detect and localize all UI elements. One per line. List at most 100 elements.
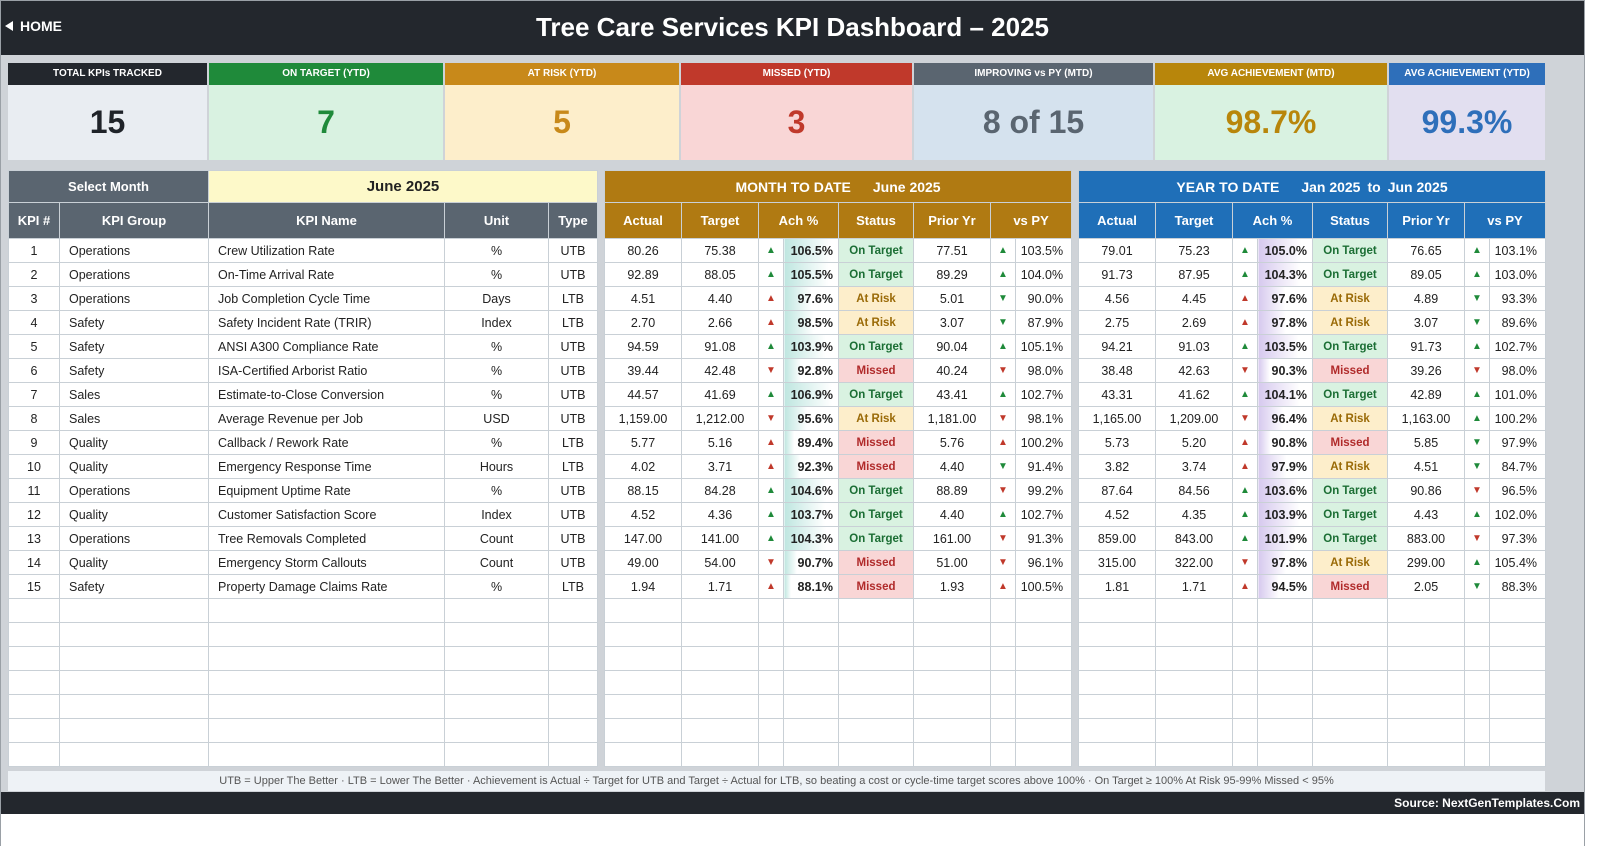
empty-cell <box>1464 598 1490 623</box>
empty-cell <box>681 598 759 623</box>
prior-year-value: 883.00 <box>1387 526 1465 551</box>
vs-prior-year-value: 99.2% <box>1014 478 1073 503</box>
column-header: Status <box>838 202 914 239</box>
achievement-arrow-icon: ▲ <box>1232 238 1258 263</box>
achievement-arrow-icon: ▲ <box>758 526 784 551</box>
empty-cell <box>913 742 991 767</box>
empty-cell <box>1257 646 1313 671</box>
prior-year-value: 4.43 <box>1387 502 1465 527</box>
empty-cell <box>1078 622 1156 647</box>
vs-prior-year-arrow-icon: ▼ <box>990 478 1016 503</box>
empty-cell <box>59 622 209 647</box>
kpi-group: Sales <box>59 382 209 407</box>
kpi-card-label: MISSED (YTD) <box>681 63 912 85</box>
empty-cell <box>838 670 914 695</box>
status-badge: Missed <box>838 454 914 479</box>
table-row: 5.77 5.16 ▲ 89.4% Missed 5.76 ▲ 100.2% <box>604 430 1073 455</box>
achievement-value: 97.6% <box>783 286 839 311</box>
table-row: 49.00 54.00 ▼ 90.7% Missed 51.00 ▼ 96.1% <box>604 550 1073 575</box>
empty-cell <box>1387 598 1465 623</box>
empty-cell <box>1387 646 1465 671</box>
prior-year-value: 88.89 <box>913 478 991 503</box>
mtd-section-label: MONTH TO DATE <box>735 178 851 195</box>
vs-prior-year-arrow-icon: ▲ <box>990 574 1016 599</box>
kpi-card: MISSED (YTD) 3 <box>681 63 912 160</box>
kpi-card-label: AT RISK (YTD) <box>445 63 679 85</box>
empty-cell <box>1155 670 1233 695</box>
empty-cell <box>8 598 60 623</box>
achievement-value: 106.5% <box>783 238 839 263</box>
table-row: 10 Quality Emergency Response Time Hours LTB <box>8 454 598 479</box>
kpi-name: Property Damage Claims Rate <box>208 574 445 599</box>
empty-cell <box>1078 718 1156 743</box>
prior-year-value: 43.41 <box>913 382 991 407</box>
empty-row <box>1078 598 1547 623</box>
status-badge: Missed <box>838 358 914 383</box>
empty-cell <box>913 622 991 647</box>
status-badge: At Risk <box>838 406 914 431</box>
kpi-unit: % <box>444 478 549 503</box>
table-row: 6 Safety ISA-Certified Arborist Ratio% UTB <box>8 358 598 383</box>
empty-cell <box>838 718 914 743</box>
target-value: 42.48 <box>681 358 759 383</box>
empty-row <box>1078 670 1547 695</box>
empty-cell <box>1155 742 1233 767</box>
kpi-unit: % <box>444 430 549 455</box>
empty-cell <box>1078 694 1156 719</box>
kpi-name: Estimate-to-Close Conversion <box>208 382 445 407</box>
achievement-value: 97.8% <box>1257 550 1313 575</box>
kpi-card-value: 3 <box>787 104 806 140</box>
status-badge: Missed <box>1312 574 1388 599</box>
empty-row <box>1078 718 1547 743</box>
target-value: 322.00 <box>1155 550 1233 575</box>
ytd-header-row: Actual Target Ach % Status Prior Yr vs PY <box>1078 202 1547 239</box>
vs-prior-year-value: 102.7% <box>1488 334 1547 359</box>
home-button[interactable]: HOME <box>5 18 62 34</box>
empty-cell <box>548 622 598 647</box>
ytd-title-row: YEAR TO DATE Jan 2025 to Jun 2025 <box>1077 170 1547 203</box>
kpi-card: TOTAL KPIs TRACKED 15 <box>8 63 207 160</box>
kpi-group: Quality <box>59 550 209 575</box>
vs-prior-year-value: 103.1% <box>1488 238 1547 263</box>
column-header: Target <box>1155 202 1233 239</box>
month-selector[interactable]: June 2025 <box>208 170 598 203</box>
kpi-card-value: 99.3% <box>1421 104 1513 140</box>
table-row: 147.00 141.00 ▲ 104.3% On Target 161.00 ▼ 91.3% <box>604 526 1073 551</box>
empty-row <box>604 718 1073 743</box>
empty-cell <box>990 742 1016 767</box>
header-row: KPI # KPI Group KPI Name Unit Type <box>8 202 598 239</box>
table-row: 1.81 1.71 ▲ 94.5% Missed 2.05 ▼ 88.3% <box>1078 574 1547 599</box>
achievement-arrow-icon: ▲ <box>1232 478 1258 503</box>
actual-value: 5.73 <box>1078 430 1156 455</box>
kpi-name: Safety Incident Rate (TRIR) <box>208 310 445 335</box>
empty-cell <box>1312 718 1388 743</box>
empty-cell <box>913 646 991 671</box>
prior-year-value: 90.86 <box>1387 478 1465 503</box>
target-value: 1,209.00 <box>1155 406 1233 431</box>
kpi-name: ISA-Certified Arborist Ratio <box>208 358 445 383</box>
table-row: 88.15 84.28 ▲ 104.6% On Target 88.89 ▼ 99.2% <box>604 478 1073 503</box>
ytd-section-label: YEAR TO DATE <box>1176 178 1280 195</box>
empty-cell <box>1078 646 1156 671</box>
empty-cell <box>604 670 682 695</box>
kpi-name: Crew Utilization Rate <box>208 238 445 263</box>
column-header: Unit <box>444 202 549 239</box>
month-to-date-table: MONTH TO DATE June 2025 Actual Target Ach % S… <box>603 170 1073 767</box>
empty-cell <box>1155 718 1233 743</box>
empty-cell <box>681 622 759 647</box>
empty-cell <box>1232 646 1258 671</box>
actual-value: 147.00 <box>604 526 682 551</box>
actual-value: 4.52 <box>1078 502 1156 527</box>
table-row: 4 Safety Safety Incident Rate (TRIR) Index L… <box>8 310 598 335</box>
table-row: 87.64 84.56 ▲ 103.6% On Target 90.86 ▼ 96.5% <box>1078 478 1547 503</box>
vs-prior-year-value: 100.2% <box>1488 406 1547 431</box>
achievement-arrow-icon: ▲ <box>1232 286 1258 311</box>
table-row: 1,159.00 1,212.00 ▼ 95.6% At Risk 1,181.00 ▼ 98… <box>604 406 1073 431</box>
table-row: 2.70 2.66 ▲ 98.5% At Risk 3.07 ▼ 87.9% <box>604 310 1073 335</box>
select-month-label: Select Month <box>8 170 209 203</box>
achievement-value: 90.8% <box>1257 430 1313 455</box>
empty-cell <box>1232 718 1258 743</box>
kpi-type: UTB <box>548 382 598 407</box>
empty-cell <box>681 718 759 743</box>
kpi-type: LTB <box>548 574 598 599</box>
